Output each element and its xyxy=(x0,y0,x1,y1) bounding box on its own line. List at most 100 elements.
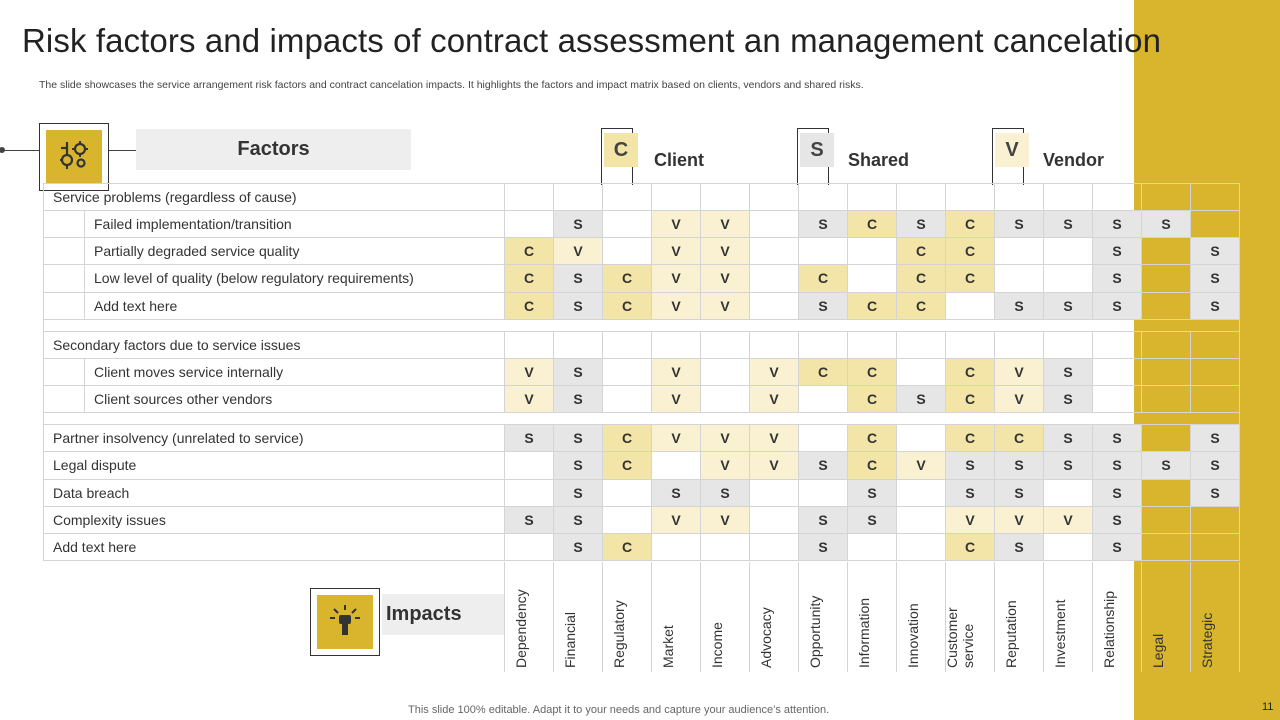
factor-label: Complexity issues xyxy=(43,505,505,534)
impact-column-header: Advocacy xyxy=(750,562,799,672)
matrix-cell: S xyxy=(798,532,848,562)
matrix-cell: C xyxy=(945,532,995,562)
matrix-cell xyxy=(847,532,897,562)
matrix-cell: S xyxy=(1092,264,1142,293)
impact-label: Information xyxy=(856,597,872,668)
matrix-cell: S xyxy=(1043,424,1093,453)
matrix-cell xyxy=(553,330,603,359)
matrix-cell: S xyxy=(945,451,995,480)
matrix-cell xyxy=(700,532,750,562)
matrix-cell xyxy=(651,183,701,211)
matrix-cell xyxy=(504,478,554,507)
impact-column-header: Investment xyxy=(1044,562,1093,672)
matrix-cell: V xyxy=(700,209,750,239)
matrix-cell: S xyxy=(504,424,554,453)
matrix-cell: V xyxy=(1043,505,1093,534)
matrix-cell xyxy=(602,330,652,359)
client-badge: C xyxy=(604,133,638,167)
factor-label: Low level of quality (below regulatory r… xyxy=(43,264,505,293)
impact-column-header: Opportunity xyxy=(799,562,848,672)
matrix-cell xyxy=(994,183,1044,211)
matrix-cell xyxy=(602,209,652,239)
matrix-cell: S xyxy=(1092,532,1142,562)
matrix-cell: S xyxy=(553,532,603,562)
matrix-cell: C xyxy=(847,291,897,320)
matrix-cell xyxy=(749,532,799,562)
impact-label: Advocacy xyxy=(758,607,774,668)
sub-factor-row: Client moves service internally V S V V C C C V S xyxy=(43,357,1240,386)
matrix-cell: S xyxy=(1141,209,1191,239)
matrix-cell xyxy=(994,330,1044,359)
impact-label: Market xyxy=(660,625,676,668)
matrix-cell: S xyxy=(1092,478,1142,507)
matrix-cell: C xyxy=(896,291,946,320)
matrix-cell: C xyxy=(602,291,652,320)
impact-label: Income xyxy=(709,622,725,668)
matrix-cell xyxy=(602,505,652,534)
impact-label: Legal xyxy=(1150,633,1166,668)
matrix-cell: V xyxy=(945,505,995,534)
matrix-cell: S xyxy=(1190,451,1240,480)
matrix-cell xyxy=(504,183,554,211)
impact-label: Regulatory xyxy=(611,600,627,668)
sub-factor-row: Failed implementation/transition S V V S C S C S… xyxy=(43,209,1240,239)
matrix-cell: V xyxy=(700,237,750,266)
matrix-cell xyxy=(896,183,946,211)
factor-label: Legal dispute xyxy=(43,451,505,480)
matrix-cell xyxy=(945,330,995,359)
matrix-cell: V xyxy=(700,264,750,293)
impact-label: Financial xyxy=(562,611,578,668)
matrix-cell xyxy=(847,183,897,211)
matrix-cell: S xyxy=(1092,424,1142,453)
matrix-cell: V xyxy=(994,505,1044,534)
matrix-cell xyxy=(1141,384,1191,414)
matrix-cell xyxy=(553,183,603,211)
matrix-cell: C xyxy=(847,424,897,453)
matrix-cell: C xyxy=(994,424,1044,453)
factor-row: Secondary factors due to service issues xyxy=(43,330,1240,359)
matrix-cell: S xyxy=(553,478,603,507)
matrix-cell: S xyxy=(1092,451,1142,480)
matrix-cell xyxy=(798,478,848,507)
matrix-cell xyxy=(749,209,799,239)
matrix-cell xyxy=(1043,183,1093,211)
factor-label: Service problems (regardless of cause) xyxy=(43,183,505,211)
matrix-cell: V xyxy=(651,357,701,386)
matrix-cell: C xyxy=(945,237,995,266)
matrix-cell xyxy=(1141,237,1191,266)
impact-column-header: Strategic xyxy=(1191,562,1240,672)
matrix-cell: S xyxy=(553,384,603,414)
factor-label: Partner insolvency (unrelated to service… xyxy=(43,424,505,453)
matrix-cell xyxy=(700,357,750,386)
matrix-cell xyxy=(1092,183,1142,211)
matrix-cell: C xyxy=(896,264,946,293)
matrix-cell: C xyxy=(945,357,995,386)
matrix-cell: S xyxy=(1190,264,1240,293)
matrix-cell: S xyxy=(1043,384,1093,414)
matrix-cell xyxy=(749,183,799,211)
matrix-cell: V xyxy=(651,384,701,414)
matrix-cell: C xyxy=(847,357,897,386)
factor-row: Legal dispute S C V V S C V S S S S S S xyxy=(43,451,1240,480)
factor-row: Service problems (regardless of cause) xyxy=(43,183,1240,211)
shared-badge: S xyxy=(800,133,834,167)
matrix-cell: S xyxy=(798,451,848,480)
matrix-cell: S xyxy=(847,505,897,534)
matrix-cell: S xyxy=(553,291,603,320)
slide-subtitle: The slide showcases the service arrangem… xyxy=(39,79,864,91)
factor-label: Add text here xyxy=(43,532,505,562)
impact-label: Opportunity xyxy=(807,595,823,668)
impact-label: Relationship xyxy=(1101,590,1117,668)
matrix-cell xyxy=(700,384,750,414)
impacts-header: Impacts xyxy=(382,594,504,635)
matrix-cell: V xyxy=(651,264,701,293)
matrix-cell: C xyxy=(847,451,897,480)
matrix-cell: S xyxy=(994,291,1044,320)
matrix-cell: S xyxy=(1190,237,1240,266)
matrix-cell xyxy=(602,357,652,386)
impact-label: Dependency xyxy=(513,589,529,668)
matrix-cell: S xyxy=(1092,505,1142,534)
matrix-cell xyxy=(1141,505,1191,534)
factor-label: Data breach xyxy=(43,478,505,507)
matrix-cell: S xyxy=(504,505,554,534)
